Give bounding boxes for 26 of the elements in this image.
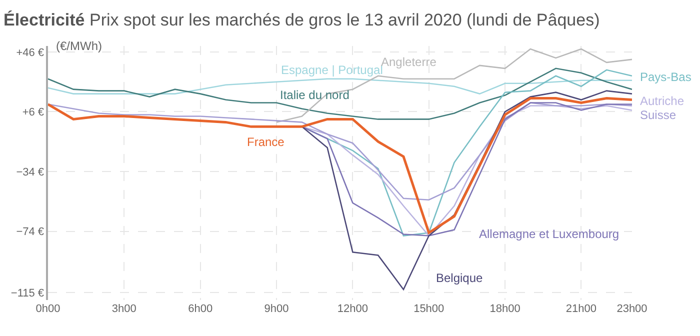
series-label: Pays-Bas <box>640 70 692 84</box>
x-tick-label: 0h00 <box>36 303 60 315</box>
chart-title: Électricité <box>4 9 85 30</box>
x-tick-label: 18h00 <box>490 303 520 315</box>
x-tick-label: 23h00 <box>616 303 648 315</box>
y-tick-label: −74 € <box>16 226 44 238</box>
series-label: Espagne | Portugal <box>281 63 383 77</box>
y-axis-title: (€/MWh) <box>56 39 102 53</box>
x-tick-label: 21h00 <box>566 303 597 315</box>
y-tick-label: +6 € <box>22 106 44 119</box>
series-label: France <box>247 135 285 149</box>
x-tick-label: 6h00 <box>188 303 213 315</box>
x-tick-label: 12h00 <box>337 303 368 315</box>
x-tick-label: 9h00 <box>264 303 289 315</box>
series-label: Suisse <box>640 108 676 122</box>
chart-subtitle: Prix spot sur les marchés de gros le 13 avril 2020 (lundi de Pâques) <box>89 10 600 30</box>
series-label: Autriche <box>640 94 684 108</box>
series-label: Belgique <box>436 271 484 285</box>
series-label: Italie du nord <box>280 88 350 102</box>
y-tick-label: +46 € <box>16 46 44 59</box>
y-tick-label: −34 € <box>16 166 44 178</box>
series-label: Angleterre <box>381 55 437 69</box>
series-label: Allemagne et Luxembourg <box>479 227 620 241</box>
x-tick-label: 15h00 <box>414 303 444 315</box>
y-tick-label: −115 € <box>10 287 44 300</box>
x-tick-label: 3h00 <box>112 303 136 315</box>
